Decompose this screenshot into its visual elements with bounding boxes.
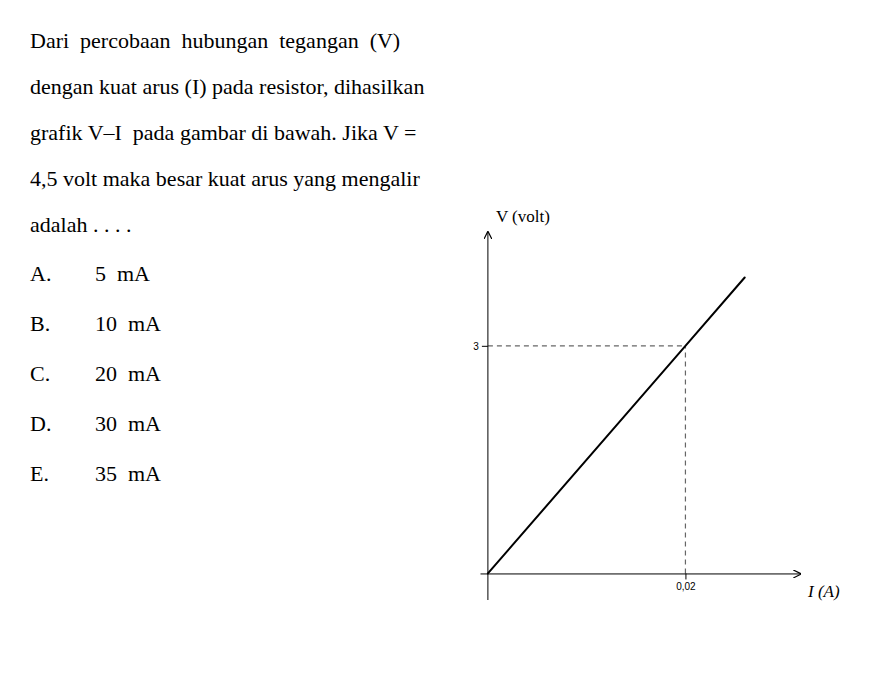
y-tick-label: 3 bbox=[473, 341, 479, 352]
y-axis-label: V (volt) bbox=[496, 207, 550, 226]
choice-answer: 30 mA bbox=[95, 411, 161, 436]
x-axis: 0,02 bbox=[481, 573, 801, 591]
x-tick-mark bbox=[685, 573, 686, 579]
choice-answer: 10 mA bbox=[95, 311, 161, 336]
choice-answer: 5 mA bbox=[95, 261, 150, 286]
choice-letter: A. bbox=[30, 261, 51, 286]
y-axis: 3 bbox=[473, 232, 488, 600]
paragraph-line: 4,5 volt maka besar kuat arus yang menga… bbox=[30, 166, 420, 191]
x-tick: 0,02 bbox=[676, 573, 696, 591]
x-axis-label: I (A) bbox=[807, 582, 840, 601]
choice-answer: 35 mA bbox=[95, 461, 161, 486]
chart: Dari percobaan hubungan tegangan (V) deng… bbox=[0, 0, 884, 680]
x-tick-label: 0,02 bbox=[676, 581, 696, 592]
choice-answer: 20 mA bbox=[95, 361, 161, 386]
choice-letter: E. bbox=[30, 461, 49, 486]
paragraph-line: Dari percobaan hubungan tegangan (V) bbox=[30, 28, 400, 53]
paragraph-line: grafik V–I pada gambar di bawah. Jika V … bbox=[30, 120, 416, 145]
y-axis-line bbox=[487, 232, 488, 600]
y-tick-mark bbox=[482, 346, 488, 347]
data-line bbox=[488, 278, 745, 574]
drop-line bbox=[685, 346, 686, 574]
y-tick: 3 bbox=[473, 341, 488, 352]
paragraph-line: adalah . . . . bbox=[30, 212, 131, 237]
choice-letter: D. bbox=[30, 411, 51, 436]
drop-line bbox=[488, 345, 686, 346]
choice-letter: B. bbox=[30, 311, 50, 336]
x-axis-line bbox=[481, 573, 801, 574]
plot-area bbox=[488, 278, 745, 574]
annotations: Dari percobaan hubungan tegangan (V) deng… bbox=[30, 28, 424, 486]
paragraph-line: dengan kuat arus (I) pada resistor, diha… bbox=[30, 74, 424, 99]
choice-letter: C. bbox=[30, 361, 50, 386]
